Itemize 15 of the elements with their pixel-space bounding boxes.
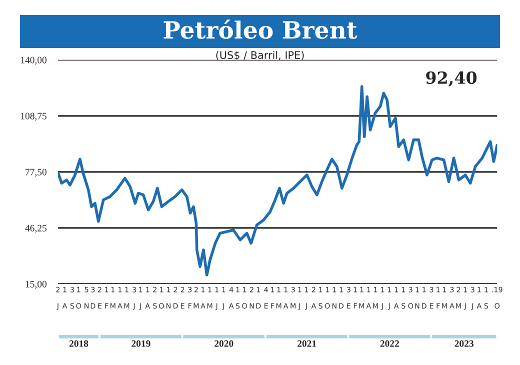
- text: 2018: [69, 340, 88, 347]
- text: 2019: [132, 340, 150, 347]
- chart-subtitle: (US$ / Barril, IPE): [216, 50, 304, 60]
- y-tick-label: 46,25: [25, 224, 46, 233]
- annotation: 92,40: [426, 71, 477, 86]
- y-tick-label: 108,75: [20, 112, 46, 121]
- text: 2022: [380, 340, 399, 347]
- chart-title: Petróleo Brent: [164, 20, 358, 39]
- text: 2023: [454, 340, 474, 347]
- y-tick-label: 15,00: [26, 280, 46, 289]
- y-tick-label: 77,50: [26, 168, 46, 177]
- text: 2021: [298, 340, 316, 347]
- y-tick-label: 140,00: [20, 56, 46, 65]
- line-series: [58, 85, 498, 276]
- text: 2020: [214, 340, 234, 347]
